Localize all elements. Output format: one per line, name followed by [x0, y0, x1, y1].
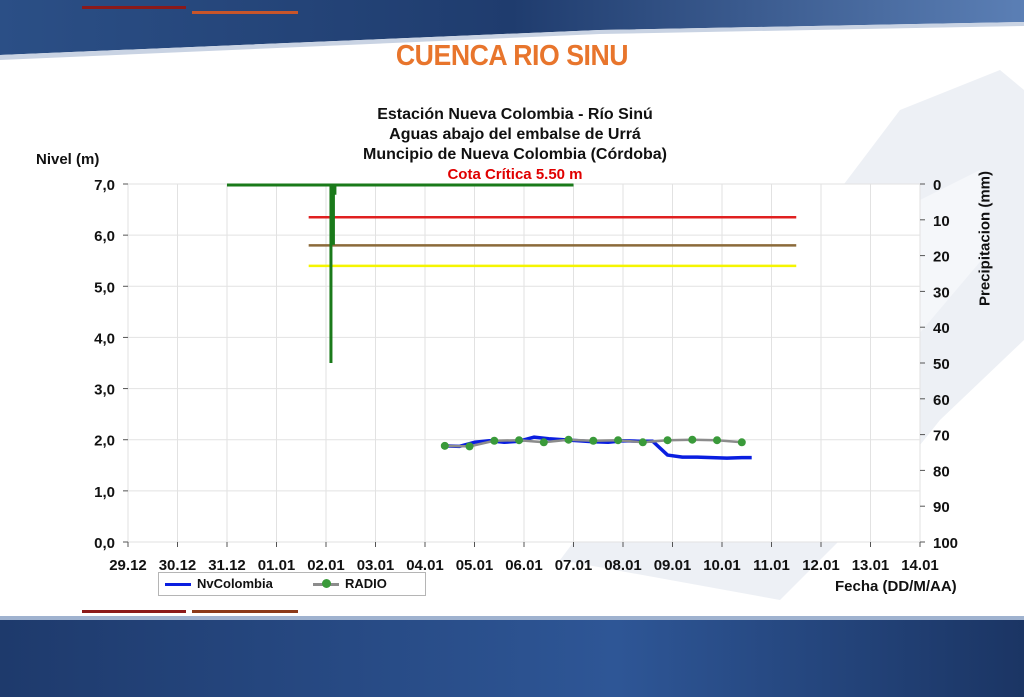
- series-point-radio: [539, 438, 548, 447]
- y-tick-label: 7,0: [94, 177, 115, 194]
- legend-label-radio: RADIO: [345, 576, 387, 591]
- y-axis-label: Nivel (m): [36, 151, 100, 168]
- series-point-radio: [564, 435, 573, 444]
- chart-legend: NvColombia RADIO: [158, 572, 426, 596]
- x-tick-label: 11.01: [753, 557, 790, 574]
- y-tick-label: 6,0: [94, 228, 115, 245]
- page-title: CUENCA RIO SINU: [395, 40, 629, 72]
- y-tick-label: 3,0: [94, 382, 115, 399]
- y2-tick-label: 10: [933, 213, 950, 230]
- x-tick-label: 07.01: [555, 557, 593, 574]
- x-tick-label: 09.01: [654, 557, 692, 574]
- y2-tick-label: 100: [933, 535, 958, 552]
- legend-label-nvcolombia: NvColombia: [197, 576, 273, 591]
- chart-plot-area: 0,0 1,0 2,0 3,0 4,0 5,0 6,0 7,0 0 10 20 30 40 50 60 70 8…: [94, 177, 958, 574]
- footer-accent-orange: [192, 610, 298, 613]
- y2-tick-label: 20: [933, 249, 950, 266]
- x-tick-label: 12.01: [802, 557, 840, 574]
- legend-marker-radio: [322, 579, 331, 588]
- chart-subtitle: Cota Crítica 5.50 m: [447, 166, 583, 183]
- y2-tick-label: 60: [933, 392, 950, 409]
- x-axis-label: Fecha (DD/M/AA): [835, 578, 957, 595]
- y2-tick-label: 30: [933, 284, 950, 301]
- legend-swatch-nvcolombia: [165, 583, 191, 586]
- chart-title-line-3: Muncipio de Nueva Colombia (Córdoba): [362, 146, 667, 163]
- series-point-radio: [663, 436, 672, 445]
- series-point-radio: [465, 442, 474, 451]
- series-point-radio: [490, 436, 499, 445]
- y-tick-label: 4,0: [94, 330, 115, 347]
- y-tick-label: 0,0: [94, 535, 115, 552]
- y-tick-label: 5,0: [94, 279, 115, 296]
- x-tick-label: 06.01: [505, 557, 543, 574]
- footer-band: [0, 620, 1024, 697]
- y2-tick-label: 0: [933, 177, 941, 194]
- y-tick-label: 2,0: [94, 433, 115, 450]
- x-tick-label: 03.01: [357, 557, 395, 574]
- header-accent-orange: [192, 11, 298, 14]
- x-tick-label: 05.01: [456, 557, 494, 574]
- x-tick-label: 29.12: [109, 557, 147, 574]
- header-accent-red: [82, 6, 186, 9]
- y2-axis-label: Precipitacion (mm): [976, 170, 994, 307]
- y2-tick-label: 40: [933, 320, 950, 337]
- footer-accent-red: [82, 610, 186, 613]
- y2-tick-label: 50: [933, 356, 950, 373]
- series-point-radio: [440, 441, 449, 450]
- series-point-radio: [688, 435, 697, 444]
- x-tick-label: 14.01: [901, 557, 939, 574]
- x-tick-label: 04.01: [406, 557, 444, 574]
- x-tick-label: 13.01: [852, 557, 890, 574]
- series-point-radio: [515, 436, 524, 445]
- x-tick-label: 01.01: [258, 557, 296, 574]
- series-point-radio: [614, 436, 623, 445]
- chart-title-line-1: Estación Nueva Colombia - Río Sinú: [377, 106, 653, 123]
- x-tick-label: 10.01: [703, 557, 741, 574]
- chart-title-line-2: Aguas abajo del embalse de Urrá: [389, 126, 641, 143]
- x-tick-label: 08.01: [604, 557, 642, 574]
- y-tick-label: 1,0: [94, 484, 115, 501]
- x-tick-label: 31.12: [208, 557, 246, 574]
- y2-tick-label: 80: [933, 463, 950, 480]
- x-tick-label: 02.01: [307, 557, 345, 574]
- x-tick-label: 30.12: [159, 557, 197, 574]
- y2-tick-label: 70: [933, 428, 950, 445]
- series-point-radio: [638, 438, 647, 447]
- y2-tick-label: 90: [933, 499, 950, 516]
- series-point-radio: [589, 436, 598, 445]
- series-point-radio: [737, 438, 746, 447]
- series-point-radio: [713, 436, 722, 445]
